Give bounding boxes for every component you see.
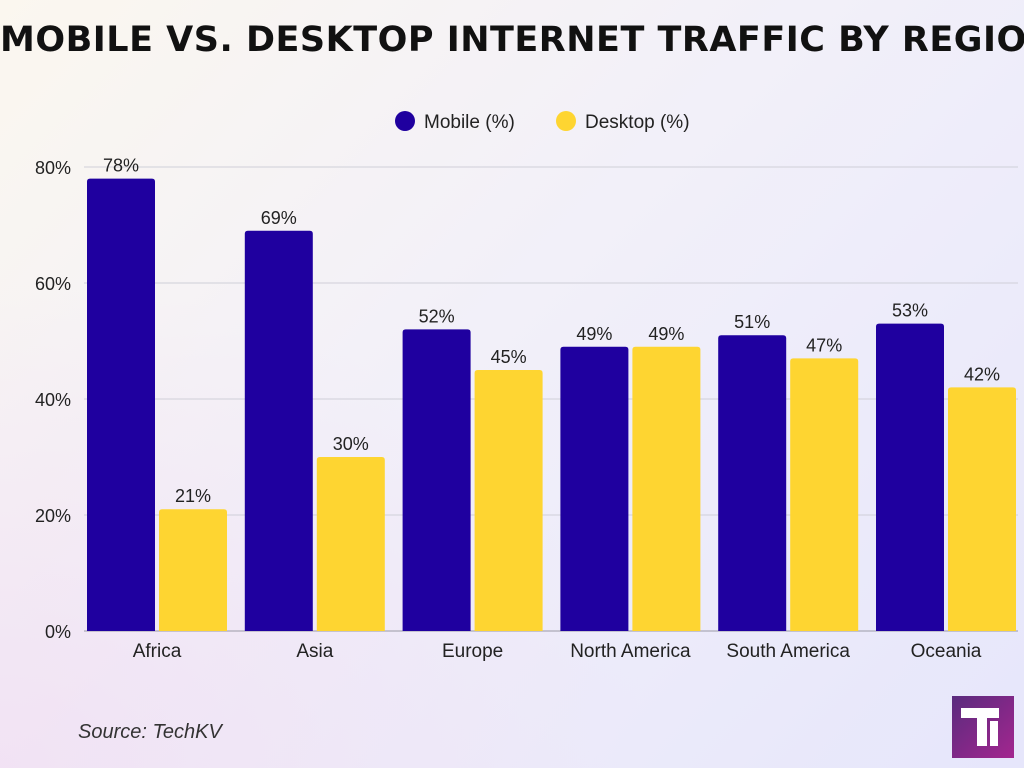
- bar-mobile-europe: [402, 329, 471, 631]
- legend: Mobile (%) Desktop (%): [395, 111, 690, 133]
- x-tick-label: Africa: [133, 641, 182, 662]
- data-label: 42%: [964, 364, 1000, 384]
- y-tick-label: 40%: [35, 390, 71, 410]
- bars: [87, 178, 1016, 632]
- x-tick-label: Europe: [442, 641, 503, 662]
- y-axis: 0% 20% 40% 60% 80%: [35, 158, 1018, 642]
- chart-title: MOBILE VS. DESKTOP INTERNET TRAFFIC BY R…: [0, 20, 1024, 60]
- bar-desktop-asia: [316, 457, 385, 631]
- bar-mobile-south-america: [718, 335, 787, 631]
- x-tick-label: Oceania: [911, 641, 982, 662]
- bar-mobile-north-america: [560, 346, 629, 631]
- data-label: 53%: [892, 301, 928, 321]
- brand-logo: [952, 696, 1014, 758]
- x-tick-label: Asia: [296, 641, 333, 662]
- gridlines: [84, 166, 1018, 516]
- data-label: 47%: [806, 335, 842, 355]
- y-tick-label: 60%: [35, 274, 71, 294]
- y-tick-label: 20%: [35, 506, 71, 526]
- x-tick-label: South America: [726, 641, 850, 662]
- bar-mobile-oceania: [876, 323, 944, 631]
- x-axis: Africa Asia Europe North America South Ameri…: [133, 641, 982, 662]
- data-label: 49%: [576, 324, 612, 344]
- x-tick-label: North America: [570, 641, 691, 662]
- bar-desktop-europe: [474, 370, 543, 631]
- data-label: 52%: [419, 306, 455, 326]
- legend-label: Desktop (%): [585, 112, 690, 133]
- y-tick-label: 80%: [35, 158, 71, 178]
- bar-desktop-north-america: [632, 346, 701, 631]
- bar-desktop-oceania: [948, 387, 1016, 631]
- data-label: 49%: [648, 324, 684, 344]
- legend-swatch-mobile: [395, 111, 415, 131]
- data-label: 21%: [175, 486, 211, 506]
- bar-mobile-asia: [244, 230, 313, 632]
- data-label: 51%: [734, 312, 770, 332]
- data-label: 69%: [261, 208, 297, 228]
- data-labels: 78% 69% 52% 49% 51% 53% 21% 30% 45% 49% 47% 42%: [103, 156, 1000, 507]
- t-logo-icon: [961, 708, 999, 746]
- data-label: 78%: [103, 156, 139, 176]
- y-tick-label: 0%: [45, 622, 71, 642]
- bar-desktop-africa: [159, 509, 227, 631]
- source-caption: Source: TechKV: [78, 721, 222, 743]
- data-label: 45%: [491, 347, 527, 367]
- legend-label: Mobile (%): [424, 112, 515, 133]
- legend-swatch-desktop: [556, 111, 576, 131]
- bar-mobile-africa: [87, 178, 155, 631]
- bar-desktop-south-america: [790, 358, 859, 631]
- data-label: 30%: [333, 434, 369, 454]
